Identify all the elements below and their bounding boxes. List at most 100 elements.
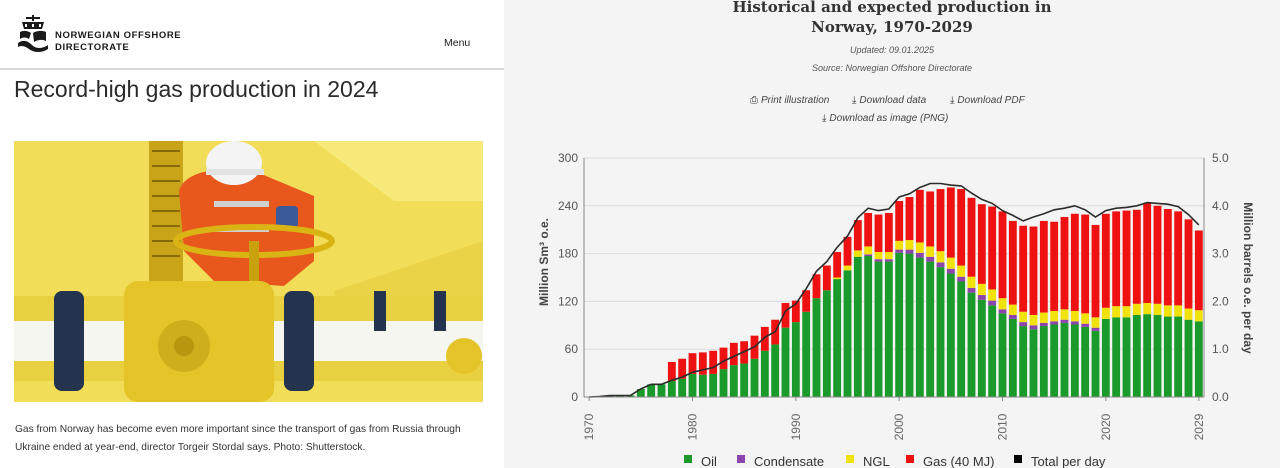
bar-oil-2013 bbox=[1029, 329, 1038, 397]
bar-gas-40-mj--2011 bbox=[1008, 220, 1017, 305]
chart-title-line-1: Historical and expected production in bbox=[732, 0, 1052, 16]
bar-ngl-2023 bbox=[1132, 303, 1141, 315]
y-tick-label: 300 bbox=[558, 151, 578, 165]
bar-ngl-2018 bbox=[1081, 313, 1090, 324]
bar-gas-40-mj--2006 bbox=[957, 189, 966, 266]
bar-oil-2011 bbox=[1008, 318, 1017, 397]
bar-oil-1980 bbox=[688, 373, 697, 397]
bar-oil-2000 bbox=[895, 252, 904, 397]
bar-oil-2028 bbox=[1184, 319, 1193, 397]
bar-ngl-1994 bbox=[833, 277, 842, 280]
y-axis-title: Million Sm³ o.e. bbox=[537, 218, 551, 306]
download-icon: ⤓ bbox=[950, 95, 955, 106]
download-pdf-link[interactable]: ⤓ Download PDF bbox=[950, 95, 1025, 106]
bar-gas-40-mj--2025 bbox=[1153, 205, 1162, 304]
norwegian-offshore-directorate-logo[interactable] bbox=[16, 15, 50, 55]
y-tick-label: 120 bbox=[558, 294, 578, 308]
bar-ngl-2026 bbox=[1163, 305, 1172, 317]
bar-condensate-2011 bbox=[1008, 314, 1017, 319]
bar-gas-40-mj--2024 bbox=[1143, 203, 1152, 303]
bar-ngl-1995 bbox=[843, 265, 852, 271]
bar-gas-40-mj--1997 bbox=[864, 212, 873, 247]
bar-oil-2024 bbox=[1143, 314, 1152, 397]
bar-gas-40-mj--1991 bbox=[802, 290, 811, 312]
bar-ngl-2019 bbox=[1091, 317, 1100, 328]
x-tick-label: 1970 bbox=[582, 413, 596, 440]
bar-ngl-2010 bbox=[998, 298, 1007, 310]
bar-oil-2009 bbox=[988, 305, 997, 397]
bar-gas-40-mj--1989 bbox=[781, 302, 790, 328]
bar-gas-40-mj--1994 bbox=[833, 252, 842, 278]
legend-swatch-gas-40-mj- bbox=[906, 455, 914, 463]
x-tick-label: 2010 bbox=[996, 413, 1010, 440]
bar-oil-2007 bbox=[967, 292, 976, 397]
bar-oil-1982 bbox=[709, 373, 718, 397]
bar-ngl-2004 bbox=[936, 251, 945, 263]
chart-bars bbox=[595, 187, 1203, 397]
bar-gas-40-mj--2022 bbox=[1122, 210, 1131, 307]
bar-ngl-1999 bbox=[884, 252, 893, 260]
bar-oil-1987 bbox=[760, 350, 769, 397]
bar-ngl-2000 bbox=[895, 240, 904, 250]
bar-gas-40-mj--1982 bbox=[709, 350, 718, 374]
bar-oil-1994 bbox=[833, 279, 842, 397]
print-illustration-link[interactable]: ⎙ Print illustration bbox=[750, 95, 829, 106]
chart-title: Historical and expected production in No… bbox=[504, 0, 1280, 37]
org-name: NORWEGIAN OFFSHORE DIRECTORATE bbox=[55, 30, 181, 54]
bar-gas-40-mj--1979 bbox=[678, 358, 687, 379]
chart-source: Source: Norwegian Offshore Directorate bbox=[811, 63, 973, 73]
bar-oil-1978 bbox=[667, 381, 676, 397]
bar-condensate-2014 bbox=[1039, 322, 1048, 327]
chart-updated-date: Updated: 09.01.2025 bbox=[849, 45, 935, 55]
bar-gas-40-mj--1981 bbox=[698, 352, 707, 375]
x-tick-label: 2000 bbox=[892, 413, 906, 440]
bar-condensate-1999 bbox=[884, 259, 893, 262]
menu-button[interactable]: Menu bbox=[444, 37, 471, 49]
bar-gas-40-mj--2028 bbox=[1184, 219, 1193, 309]
bar-gas-40-mj--1996 bbox=[853, 220, 862, 251]
legend-label-gas-40-mj-: Gas (40 MJ) bbox=[923, 454, 995, 468]
bar-oil-2010 bbox=[998, 313, 1007, 397]
bar-oil-1983 bbox=[719, 369, 728, 397]
bar-ngl-1996 bbox=[853, 250, 862, 257]
org-name-line-2: DIRECTORATE bbox=[55, 42, 130, 53]
bar-gas-40-mj--2029 bbox=[1194, 230, 1203, 311]
download-data-link[interactable]: ⤓ Download data bbox=[852, 95, 926, 106]
bar-gas-40-mj--1980 bbox=[688, 353, 697, 374]
download-pdf-label: Download PDF bbox=[957, 95, 1025, 106]
bar-oil-1975 bbox=[636, 389, 645, 397]
bar-condensate-2012 bbox=[1019, 322, 1028, 327]
bar-condensate-2017 bbox=[1070, 321, 1079, 325]
download-icon: ⤓ bbox=[852, 95, 857, 106]
legend-swatch-total-per-day bbox=[1014, 455, 1022, 463]
bar-gas-40-mj--2007 bbox=[967, 197, 976, 277]
chart-legend: Oil Condensate NGL Gas (40 MJ) Total per day bbox=[684, 454, 1106, 468]
bar-oil-1979 bbox=[678, 378, 687, 397]
bar-ngl-2002 bbox=[915, 242, 924, 253]
bar-oil-1981 bbox=[698, 374, 707, 397]
bar-gas-40-mj--1999 bbox=[884, 212, 893, 253]
bar-condensate-2001 bbox=[905, 249, 914, 254]
bar-gas-40-mj--2002 bbox=[915, 189, 924, 243]
download-png-link[interactable]: ⤓ Download as image (PNG) bbox=[822, 113, 948, 124]
article-pane: NORWEGIAN OFFSHORE DIRECTORATE Menu Reco… bbox=[0, 0, 504, 468]
x-tick-label: 2029 bbox=[1192, 413, 1206, 440]
bar-oil-2012 bbox=[1019, 326, 1028, 397]
bar-ngl-2022 bbox=[1122, 306, 1131, 318]
photo-caption: Gas from Norway has become even more imp… bbox=[15, 424, 461, 453]
bar-oil-2023 bbox=[1132, 314, 1141, 397]
bar-ngl-2028 bbox=[1184, 308, 1193, 320]
bar-gas-40-mj--2010 bbox=[998, 211, 1007, 299]
bar-ngl-2027 bbox=[1174, 305, 1183, 317]
bar-ngl-2015 bbox=[1050, 310, 1059, 322]
legend-swatch-oil bbox=[684, 455, 692, 463]
article-title: Record-high gas production in 2024 bbox=[14, 76, 379, 102]
bar-ngl-2006 bbox=[957, 265, 966, 277]
x-tick-label: 2020 bbox=[1099, 413, 1113, 440]
bar-ngl-2007 bbox=[967, 276, 976, 288]
bar-condensate-2002 bbox=[915, 252, 924, 258]
bar-oil-1974 bbox=[626, 395, 635, 397]
bar-ngl-2024 bbox=[1143, 302, 1152, 315]
bar-ngl-2012 bbox=[1019, 311, 1028, 323]
legend-swatch-condensate bbox=[737, 455, 745, 463]
